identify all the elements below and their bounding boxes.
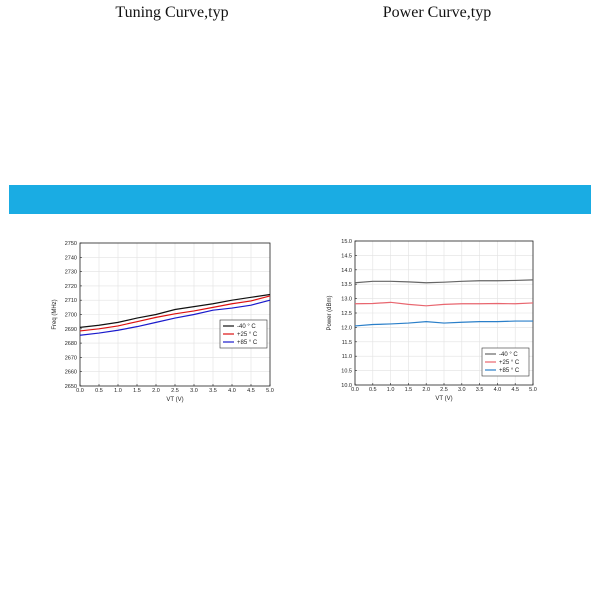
series-line [79, 299, 271, 336]
y-tick-label: 14.0 [341, 268, 352, 274]
y-tick-label: 14.5 [341, 253, 352, 259]
x-tick-label: 1.5 [405, 387, 413, 393]
legend-label: +25 ° C [499, 360, 520, 366]
legend-label: +85 ° C [499, 368, 520, 374]
y-tick-label: 11.0 [342, 354, 352, 360]
x-tick-label: 1.0 [114, 388, 122, 394]
y-tick-label: 2690 [65, 327, 77, 333]
x-tick-label: 3.0 [458, 387, 466, 393]
x-tick-label: 0.0 [76, 388, 84, 394]
y-tick-label: 2700 [65, 313, 77, 319]
tuning-curve-heading: Tuning Curve,typ [115, 4, 229, 21]
x-tick-label: 4.5 [247, 388, 255, 394]
legend-label: -40 ° C [237, 324, 256, 330]
y-tick-label: 2720 [65, 284, 77, 290]
y-tick-label: 11.5 [342, 340, 352, 346]
y-tick-label: 15.0 [341, 239, 352, 245]
y-tick-label: 2730 [65, 270, 77, 276]
y-tick-label: 2670 [65, 355, 77, 361]
y-tick-label: 2680 [65, 341, 77, 347]
x-tick-label: 0.5 [95, 388, 103, 394]
power-curve-heading: Power Curve,typ [382, 4, 492, 21]
y-tick-label: 13.5 [341, 282, 352, 288]
legend-label: -40 ° C [499, 352, 518, 358]
x-tick-label: 5.0 [529, 387, 537, 393]
x-tick-label: 4.5 [511, 387, 519, 393]
series-line [354, 320, 533, 327]
x-tick-label: 0.5 [369, 387, 377, 393]
y-tick-label: 13.0 [341, 297, 352, 303]
x-tick-label: 4.0 [228, 388, 236, 394]
x-tick-label: 1.5 [133, 388, 141, 394]
x-tick-label: 2.5 [440, 387, 448, 393]
y-tick-label: 10.5 [341, 369, 352, 375]
series-line [354, 279, 534, 284]
y-tick-label: 12.0 [341, 325, 352, 331]
x-axis-label: VT (V) [435, 396, 452, 402]
x-tick-label: 2.0 [152, 388, 160, 394]
y-axis-label: Freq (MHz) [52, 299, 58, 329]
y-tick-label: 2710 [65, 298, 77, 304]
x-tick-label: 1.0 [387, 387, 395, 393]
y-tick-label: 2740 [65, 255, 77, 261]
y-axis-label: Power (dBm) [327, 295, 333, 330]
x-tick-label: 0.0 [351, 387, 359, 393]
x-tick-label: 5.0 [266, 388, 274, 394]
series-line [79, 293, 271, 328]
legend-label: +85 ° C [237, 340, 258, 346]
x-tick-label: 2.5 [171, 388, 179, 394]
y-tick-label: 2750 [65, 241, 77, 247]
y-tick-label: 12.5 [341, 311, 352, 317]
x-tick-label: 3.5 [476, 387, 484, 393]
x-tick-label: 4.0 [494, 387, 502, 393]
series-line [354, 301, 534, 307]
x-axis-label: VT (V) [166, 397, 183, 403]
header-banner [9, 185, 591, 214]
x-tick-label: 3.0 [190, 388, 198, 394]
y-tick-label: 2650 [65, 384, 77, 390]
y-tick-label: 2660 [65, 370, 77, 376]
series-line [79, 295, 271, 332]
x-tick-label: 3.5 [209, 388, 217, 394]
y-tick-label: 10.0 [341, 383, 352, 389]
legend-label: +25 ° C [237, 332, 258, 338]
x-tick-label: 2.0 [422, 387, 430, 393]
